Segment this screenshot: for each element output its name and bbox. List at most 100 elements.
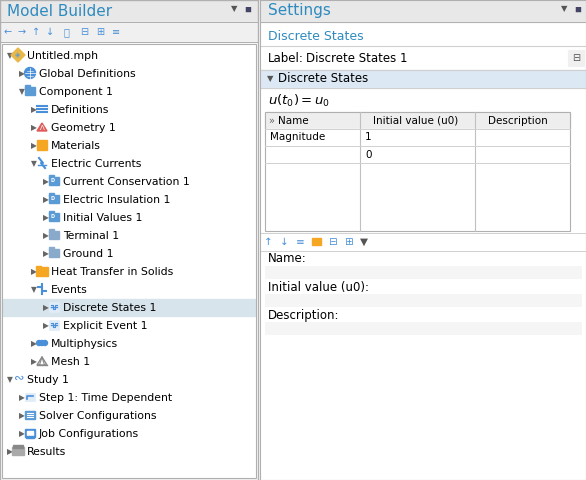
Text: $u(t_0) = u_0$: $u(t_0) = u_0$	[268, 93, 330, 109]
Text: ↓: ↓	[46, 27, 54, 37]
Text: Mesh 1: Mesh 1	[51, 357, 90, 367]
Text: Heat Transfer in Solids: Heat Transfer in Solids	[51, 267, 173, 277]
Bar	[49, 302, 59, 312]
Bar	[49, 247, 54, 250]
Text: ↑: ↑	[32, 27, 40, 37]
Bar	[312, 238, 321, 245]
Text: ▶: ▶	[31, 123, 37, 132]
Text: Geometry 1: Geometry 1	[51, 123, 116, 133]
Text: 👁: 👁	[63, 27, 69, 37]
Text: ⊞: ⊞	[96, 27, 104, 37]
Bar	[0, 22, 258, 42]
Text: ↑: ↑	[264, 237, 272, 247]
Text: Untitled.mph: Untitled.mph	[27, 51, 98, 61]
Text: Discrete States: Discrete States	[278, 72, 368, 85]
Text: Initial value (u0): Initial value (u0)	[373, 116, 458, 125]
Text: Magnitude: Magnitude	[270, 132, 325, 143]
Text: Discrete States 1: Discrete States 1	[63, 303, 156, 313]
Text: ▼: ▼	[31, 159, 37, 168]
Bar	[0, 0, 258, 22]
Text: Electric Insulation 1: Electric Insulation 1	[63, 195, 171, 205]
Text: Λ: Λ	[40, 125, 45, 132]
Bar	[265, 294, 581, 306]
Text: ◼: ◼	[574, 4, 581, 13]
Polygon shape	[37, 123, 47, 131]
Text: ▶: ▶	[43, 322, 49, 331]
Text: ▶: ▶	[31, 339, 37, 348]
Bar	[25, 429, 35, 437]
Bar	[265, 112, 570, 129]
Text: ⊟: ⊟	[572, 53, 580, 63]
Text: Step 1: Time Dependent: Step 1: Time Dependent	[39, 393, 172, 403]
Text: Ground 1: Ground 1	[63, 249, 114, 259]
Text: ▶: ▶	[31, 142, 37, 151]
Text: Name:: Name:	[268, 252, 306, 265]
Text: ∾: ∾	[13, 372, 23, 385]
Bar	[260, 0, 586, 480]
Text: ▼: ▼	[267, 74, 274, 84]
Bar	[49, 177, 59, 185]
Text: Description: Description	[488, 116, 548, 125]
Text: ▶: ▶	[43, 250, 49, 259]
Circle shape	[39, 340, 45, 346]
Text: ▼: ▼	[561, 4, 567, 13]
Bar	[265, 112, 570, 231]
Bar	[49, 249, 59, 257]
Bar	[25, 87, 35, 95]
Bar	[13, 445, 23, 448]
Text: Label:: Label:	[268, 51, 304, 64]
Bar	[49, 193, 54, 196]
Text: →: →	[18, 27, 26, 37]
Text: ▼: ▼	[360, 237, 368, 247]
Text: ▼: ▼	[19, 87, 25, 96]
Text: ↓: ↓	[280, 237, 288, 247]
Text: Model Builder: Model Builder	[7, 3, 112, 19]
Text: Name: Name	[278, 116, 309, 125]
Text: ◈: ◈	[15, 52, 21, 58]
Text: ⊟: ⊟	[328, 237, 336, 247]
Text: Results: Results	[27, 447, 66, 457]
Text: Multiphysics: Multiphysics	[51, 339, 118, 349]
Bar	[265, 146, 570, 163]
Text: ▼: ▼	[231, 4, 237, 13]
Bar	[49, 175, 54, 178]
Text: ▼: ▼	[7, 375, 13, 384]
Text: ▶: ▶	[43, 303, 49, 312]
Text: »: »	[268, 116, 274, 125]
Circle shape	[25, 68, 36, 79]
Bar	[302, 50, 566, 66]
Text: ⊟: ⊟	[80, 27, 88, 37]
Bar	[36, 266, 41, 276]
Text: ▶: ▶	[43, 178, 49, 187]
Bar	[265, 129, 570, 146]
Bar	[0, 0, 258, 480]
Text: S: S	[7, 11, 8, 12]
Bar	[26, 436, 34, 438]
Text: ▶: ▶	[19, 70, 25, 79]
Text: Settings: Settings	[268, 3, 331, 19]
Bar	[49, 211, 54, 214]
Text: ≡: ≡	[112, 27, 120, 37]
Bar	[265, 322, 581, 334]
Bar	[2, 44, 256, 478]
Text: ▼: ▼	[31, 286, 37, 295]
Circle shape	[43, 340, 47, 346]
Bar	[42, 145, 46, 149]
Text: ▶: ▶	[31, 358, 37, 367]
Text: ▶: ▶	[31, 106, 37, 115]
Text: ▶: ▶	[19, 430, 25, 439]
Bar	[25, 393, 35, 401]
Text: Current Conservation 1: Current Conservation 1	[63, 177, 190, 187]
Polygon shape	[11, 48, 25, 62]
Text: Materials: Materials	[51, 141, 101, 151]
Bar	[260, 70, 586, 88]
Bar	[260, 0, 586, 22]
Bar	[42, 140, 46, 144]
Circle shape	[36, 340, 42, 346]
Bar	[49, 195, 59, 203]
Bar	[3, 299, 255, 316]
Text: ←: ←	[4, 27, 12, 37]
Text: Discrete States: Discrete States	[268, 29, 364, 43]
Text: Discrete States 1: Discrete States 1	[306, 51, 407, 64]
Text: Study 1: Study 1	[27, 375, 69, 385]
